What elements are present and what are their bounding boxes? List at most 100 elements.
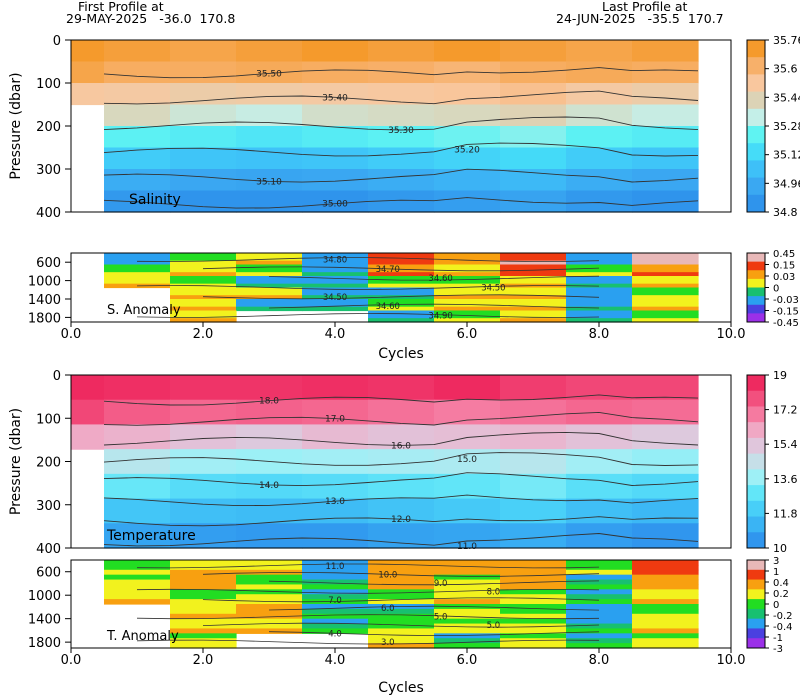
anomaly-cell [632, 256, 699, 262]
anomaly-colorbar-swatch [747, 589, 765, 600]
anomaly-cell [500, 643, 567, 649]
heatmap-cell [368, 147, 435, 170]
anomaly-cell [566, 628, 633, 634]
anomaly-cell [302, 268, 369, 273]
anomaly-cell [170, 253, 237, 258]
anomaly-cell [434, 279, 501, 285]
anomaly-cell [632, 283, 699, 289]
contour-label: 14.0 [259, 481, 279, 491]
anomaly-cell [566, 264, 633, 269]
anomaly-cell [434, 633, 501, 639]
contour-label: 18.0 [259, 397, 279, 407]
anomaly-cell [632, 608, 699, 615]
heatmap-cell [236, 523, 303, 549]
y-tick-label: 600 [36, 566, 61, 581]
heatmap-cell [368, 40, 435, 63]
heatmap-cell [566, 147, 633, 170]
anomaly-contour-label: 5.0 [434, 613, 448, 623]
anomaly-cell [632, 310, 699, 315]
anomaly-cell [170, 291, 237, 296]
anomaly-cell [170, 589, 237, 595]
anomaly-cell [368, 302, 435, 308]
heatmap-cell [632, 190, 699, 213]
anomaly-cell [500, 589, 567, 595]
anomaly-cell [170, 560, 237, 566]
lower-frame [70, 252, 732, 323]
anomaly-cell [434, 302, 501, 308]
anomaly-colorbar-label: 0.03 [773, 272, 795, 283]
anomaly-contour-line [136, 588, 600, 594]
anomaly-cell [434, 628, 501, 634]
x-axis-title: Cycles [378, 680, 424, 696]
anomaly-cell [632, 638, 699, 644]
heatmap-cell [500, 498, 567, 524]
anomaly-cell [500, 618, 567, 625]
anomaly-cell [368, 579, 435, 586]
anomaly-cell [500, 613, 567, 620]
anomaly-colorbar-label: 3 [773, 556, 779, 567]
anomaly-colorbar-swatch [747, 579, 765, 590]
anomaly-cell [566, 260, 633, 266]
anomaly-cell [302, 623, 369, 630]
heatmap-cell [632, 40, 699, 63]
anomaly-colorbar-label: -0.4 [773, 622, 793, 633]
heatmap-cell [302, 126, 369, 149]
anomaly-cell [368, 594, 435, 600]
anomaly-cell [632, 564, 699, 571]
anomaly-cell [632, 569, 699, 576]
anomaly-cell [632, 268, 699, 273]
heatmap-cell [368, 399, 435, 426]
y-tick-label: 400 [36, 206, 61, 221]
heatmap-cell [302, 104, 369, 127]
anomaly-cell [368, 310, 435, 315]
anomaly-colorbar-label: -0.03 [773, 295, 799, 306]
heatmap-cell [632, 83, 699, 106]
anomaly-cell [368, 295, 435, 300]
contour-line [103, 494, 699, 507]
x-tick-label: 10.0 [717, 653, 746, 668]
anomaly-cell [434, 569, 501, 576]
colorbar-swatch [747, 406, 765, 423]
heatmap-cell [236, 190, 303, 213]
heatmap-cell [368, 83, 435, 106]
panel-label: Temperature [106, 528, 196, 544]
anomaly-colorbar-label: 0 [773, 284, 779, 295]
anomaly-cell [566, 560, 633, 566]
heatmap-cell [632, 498, 699, 524]
contour-label: 35.10 [256, 177, 282, 187]
anomaly-colorbar-swatch [747, 599, 765, 610]
x-tick-label: 4.0 [325, 327, 346, 342]
heatmap-cell [434, 399, 501, 426]
anomaly-cell [632, 584, 699, 590]
anomaly-cell [566, 268, 633, 273]
heatmap-cell [500, 169, 567, 192]
anomaly-cell [302, 272, 369, 277]
heatmap-cell [104, 498, 171, 524]
anomaly-cell [302, 604, 369, 610]
anomaly-cell [302, 279, 369, 285]
anomaly-colorbar-swatch [747, 618, 765, 629]
last-profile-info: 24-JUN-2025 -35.5 170.7 [556, 12, 724, 26]
anomaly-cell [500, 310, 567, 315]
heatmap-cell [170, 40, 237, 63]
heatmap-cell [368, 473, 435, 500]
heatmap-cell [566, 498, 633, 524]
contour-line [103, 168, 699, 183]
anomaly-cell [302, 287, 369, 292]
anomaly-cell [302, 302, 369, 308]
heatmap-cell [71, 40, 105, 63]
heatmap-cell [236, 104, 303, 127]
anomaly-cell [500, 318, 567, 323]
heatmap-cell [302, 449, 369, 475]
anomaly-cell [236, 564, 303, 571]
heatmap-cell [170, 473, 237, 500]
anomaly-cell [170, 260, 237, 266]
anomaly-cell [632, 276, 699, 281]
anomaly-contour-line [202, 571, 600, 577]
anomaly-cell [170, 302, 237, 308]
anomaly-contour-label: 34.50 [323, 293, 347, 303]
anomaly-cell [566, 306, 633, 312]
anomaly-cell [302, 560, 369, 566]
lower-panel-label: S. Anomaly [107, 303, 181, 318]
heatmap-cell [302, 190, 369, 213]
